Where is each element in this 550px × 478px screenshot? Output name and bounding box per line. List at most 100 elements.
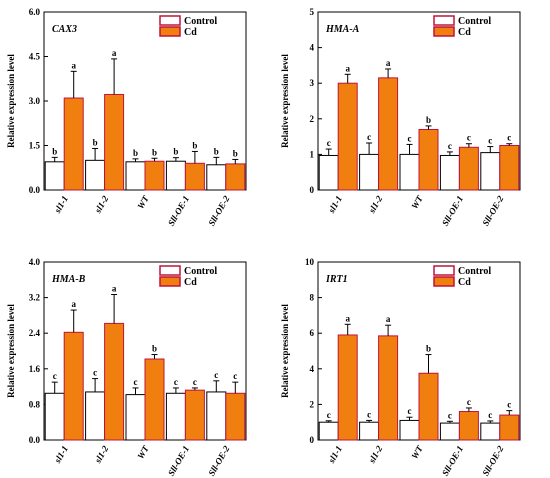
bar-control-4 xyxy=(206,164,227,191)
x-axis: sl1-1 sl1-2 WT Sll-OE-1 Sll-OE-2 xyxy=(326,194,506,228)
y-tick-label: 10 xyxy=(305,257,315,267)
x-tick-label: WT xyxy=(409,194,425,211)
bar-control-3 xyxy=(165,392,186,441)
sig-label: b xyxy=(52,146,57,156)
sig-label: c xyxy=(448,410,452,420)
sig-label: b xyxy=(152,344,157,354)
y-tick-label: 8 xyxy=(310,293,315,303)
bar-control-1 xyxy=(85,391,106,441)
y-axis-label: Relative expression level xyxy=(280,54,290,148)
bar-cd-0 xyxy=(63,331,84,441)
bar-control-1 xyxy=(85,159,106,191)
y-axis: 0.0 1.5 3.0 4.5 6.0 xyxy=(29,7,48,195)
panel-hma-a: Relative expression level HMA-A 0 1 2 3 … xyxy=(280,7,521,228)
y-tick-label: 0 xyxy=(310,185,315,195)
sig-label: c xyxy=(214,370,218,380)
x-tick-label: Sll-OE-2 xyxy=(480,194,505,228)
bar-control-2 xyxy=(399,419,420,441)
bar-control-2 xyxy=(399,153,420,191)
sig-label: c xyxy=(233,371,237,381)
y-tick-label: 4.5 xyxy=(29,52,41,62)
bars xyxy=(318,68,520,191)
y-axis-label: Relative expression level xyxy=(280,304,290,398)
significance-labels: c c c c c a a b c c xyxy=(327,313,512,420)
bar-control-1 xyxy=(359,153,380,191)
sig-label: c xyxy=(408,406,412,416)
legend-label-cd: Cd xyxy=(458,27,471,38)
legend-swatch-cd xyxy=(433,26,455,37)
sig-label: c xyxy=(448,141,452,151)
legend-swatch-cd xyxy=(159,26,181,37)
y-tick-label: 0.8 xyxy=(29,399,41,409)
sig-label: c xyxy=(174,377,178,387)
y-tick-label: 1.5 xyxy=(29,141,41,151)
sig-label: b xyxy=(133,148,138,158)
sig-label: b xyxy=(93,137,98,147)
sig-label: a xyxy=(386,314,391,324)
legend-label-control: Control xyxy=(184,266,217,277)
x-tick-label: WT xyxy=(409,444,425,461)
sig-label: a xyxy=(112,48,117,58)
x-tick-label: sl1-2 xyxy=(92,444,110,466)
bar-cd-0 xyxy=(337,334,358,441)
y-tick-label: 2.4 xyxy=(29,328,41,338)
y-axis: 0 2 4 6 8 10 xyxy=(305,257,322,445)
y-tick-label: 6 xyxy=(310,328,315,338)
bar-cd-3 xyxy=(458,411,479,441)
x-tick-label: Sll-OE-2 xyxy=(480,444,505,478)
y-tick-label: 0.0 xyxy=(29,185,41,195)
x-tick-label: Sll-OE-2 xyxy=(206,194,231,228)
sig-label: a xyxy=(71,60,76,70)
sig-label: a xyxy=(386,58,391,68)
x-tick-label: Sll-OE-1 xyxy=(440,194,465,228)
sig-label: c xyxy=(488,410,492,420)
legend-label-control: Control xyxy=(458,266,491,277)
bar-cd-4 xyxy=(499,145,520,191)
sig-label: c xyxy=(134,377,138,387)
x-tick-label: WT xyxy=(135,444,151,461)
sig-label: c xyxy=(467,133,471,143)
bar-cd-3 xyxy=(184,389,205,441)
bar-cd-2 xyxy=(144,358,165,441)
x-tick-label: Sll-OE-1 xyxy=(166,444,191,478)
y-tick-label: 1 xyxy=(310,149,315,159)
bar-control-1 xyxy=(359,421,380,441)
legend: Control Cd xyxy=(159,265,217,288)
legend-label-cd: Cd xyxy=(184,27,197,38)
sig-label: c xyxy=(507,400,511,410)
sig-label: a xyxy=(345,313,350,323)
chart-title: HMA-A xyxy=(325,24,360,35)
x-axis: sl1-1 sl1-2 WT Sll-OE-1 Sll-OE-2 xyxy=(52,444,232,478)
sig-label: c xyxy=(367,132,371,142)
sig-label: c xyxy=(488,136,492,146)
y-axis-label: Relative expression level xyxy=(6,54,16,148)
bar-cd-4 xyxy=(225,392,246,441)
sig-label: c xyxy=(53,371,57,381)
sig-label: b xyxy=(426,344,431,354)
panel-cax3: Relative expression level CAX3 0.0 1.5 3… xyxy=(6,7,247,228)
y-tick-label: 0.0 xyxy=(29,435,41,445)
x-tick-label: Sll-OE-1 xyxy=(166,194,191,228)
bar-control-4 xyxy=(480,152,501,191)
y-axis: 0 1 2 3 4 5 xyxy=(310,7,322,195)
sig-label: c xyxy=(93,368,97,378)
sig-label: b xyxy=(214,146,219,156)
panel-irt1: Relative expression level IRT1 0 2 4 6 8… xyxy=(280,257,521,478)
x-tick-label: sl1-2 xyxy=(92,194,110,216)
x-tick-label: sl1-2 xyxy=(366,194,384,216)
sig-label: a xyxy=(345,63,350,73)
y-tick-label: 6.0 xyxy=(29,7,41,17)
bars xyxy=(318,323,520,441)
chart-title: HMA-B xyxy=(51,274,86,285)
chart-title: CAX3 xyxy=(52,24,77,35)
sig-label: a xyxy=(112,283,117,293)
sig-label: b xyxy=(426,115,431,125)
bar-control-0 xyxy=(318,154,339,191)
sig-label: b xyxy=(173,147,178,157)
legend-label-control: Control xyxy=(184,16,217,27)
sig-label: c xyxy=(327,138,331,148)
bar-cd-2 xyxy=(418,372,439,441)
y-axis-label: Relative expression level xyxy=(6,304,16,398)
bar-cd-2 xyxy=(418,128,439,191)
